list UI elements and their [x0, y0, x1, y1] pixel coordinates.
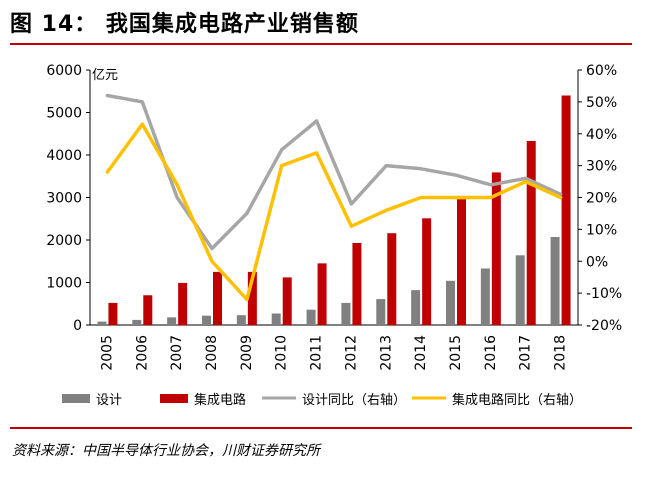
figure-title: 图 14： 我国集成电路产业销售额 — [10, 12, 359, 37]
bars — [97, 95, 571, 325]
bar-design-2012 — [341, 302, 351, 325]
left-tick-label: 6000 — [46, 63, 82, 79]
left-tick-label: 2000 — [46, 233, 82, 249]
right-tick-label: 30% — [586, 159, 617, 175]
right-tick-label: -20% — [586, 318, 622, 334]
bar-ic-2012 — [352, 242, 362, 325]
x-tick-label: 2013 — [378, 335, 394, 371]
bar-design-2017 — [515, 255, 525, 325]
bar-ic-2016 — [491, 172, 501, 325]
x-tick-label: 2014 — [413, 335, 429, 371]
bar-design-2014 — [411, 290, 421, 325]
left-tick-label: 5000 — [46, 106, 82, 122]
bar-ic-2015 — [457, 199, 466, 325]
x-tick-label: 2015 — [448, 335, 464, 371]
right-tick-label: 20% — [586, 191, 617, 207]
x-tick-label: 2009 — [239, 335, 255, 371]
bar-design-2018 — [550, 237, 560, 325]
title-rule — [10, 43, 632, 45]
bar-ic-2007 — [178, 282, 188, 325]
bar-ic-2009 — [247, 271, 257, 325]
x-tick-label: 2018 — [553, 335, 569, 371]
legend-label: 集成电路同比（右轴） — [452, 392, 582, 408]
x-tick-label: 2007 — [169, 335, 185, 371]
x-tick-label: 2017 — [518, 335, 534, 371]
right-tick-label: -10% — [586, 286, 622, 302]
source-note: 资料来源：中国半导体行业协会，川财证券研究所 — [12, 443, 320, 459]
bar-design-2008 — [202, 315, 211, 325]
legend-swatch — [62, 394, 90, 403]
left-tick-label: 0 — [73, 318, 82, 334]
left-tick-label: 4000 — [46, 148, 82, 164]
right-tick-label: 50% — [586, 95, 617, 111]
legend-label: 设计 — [96, 393, 122, 408]
x-tick-label: 2006 — [134, 335, 150, 371]
legend-label: 集成电路 — [194, 392, 246, 408]
right-tick-label: 40% — [586, 127, 617, 143]
bar-ic-2017 — [526, 140, 536, 325]
bar-design-2009 — [236, 315, 246, 325]
bar-ic-2008 — [213, 271, 222, 325]
ic-yoy-line — [105, 122, 563, 302]
x-tick-label: 2012 — [343, 335, 359, 371]
bar-ic-2005 — [108, 302, 118, 325]
axes: 0 1000 2000 3000 4000 5000 6000 -20% -10% 0% 10% 20… — [46, 63, 622, 334]
bar-ic-2014 — [422, 218, 432, 325]
bar-ic-2006 — [143, 295, 153, 325]
right-tick-label: 60% — [586, 63, 617, 79]
bar-design-2006 — [132, 319, 142, 325]
x-tick-label: 2016 — [483, 335, 499, 371]
x-tick-label: 2005 — [99, 335, 115, 371]
legend: 设计 集成电路 设计同比（右轴） 集成电路同比（右轴） — [62, 392, 582, 408]
left-tick-label: 3000 — [46, 191, 82, 207]
left-tick-label: 1000 — [46, 276, 82, 292]
right-tick-label: 10% — [586, 222, 617, 238]
x-tick-label: 2010 — [274, 335, 290, 371]
chart: 0 1000 2000 3000 4000 5000 6000 -20% -10% 0% 10% 20… — [46, 63, 622, 408]
legend-swatch — [160, 394, 188, 403]
source-rule — [10, 427, 632, 429]
legend-label: 设计同比（右轴） — [302, 393, 406, 408]
bar-design-2005 — [97, 321, 107, 325]
x-tick-label: 2008 — [204, 335, 220, 371]
unit-label: 亿元 — [92, 68, 118, 83]
bar-design-2010 — [271, 313, 281, 325]
bar-ic-2010 — [282, 277, 292, 325]
right-tick-label: 0% — [586, 254, 608, 270]
x-tick-label: 2011 — [309, 335, 325, 371]
x-tick-labels: 2005 2006 2007 2008 2009 2010 2011 2012 2013 2014… — [99, 335, 568, 371]
bar-design-2015 — [446, 280, 455, 325]
bar-ic-2013 — [387, 233, 397, 325]
bar-design-2007 — [167, 317, 177, 325]
bar-design-2011 — [306, 309, 316, 325]
lines — [105, 93, 563, 302]
bar-design-2013 — [376, 299, 386, 325]
bar-ic-2011 — [317, 263, 327, 325]
bar-design-2016 — [480, 268, 490, 325]
design-yoy-line — [105, 93, 563, 251]
bar-ic-2018 — [561, 95, 571, 325]
